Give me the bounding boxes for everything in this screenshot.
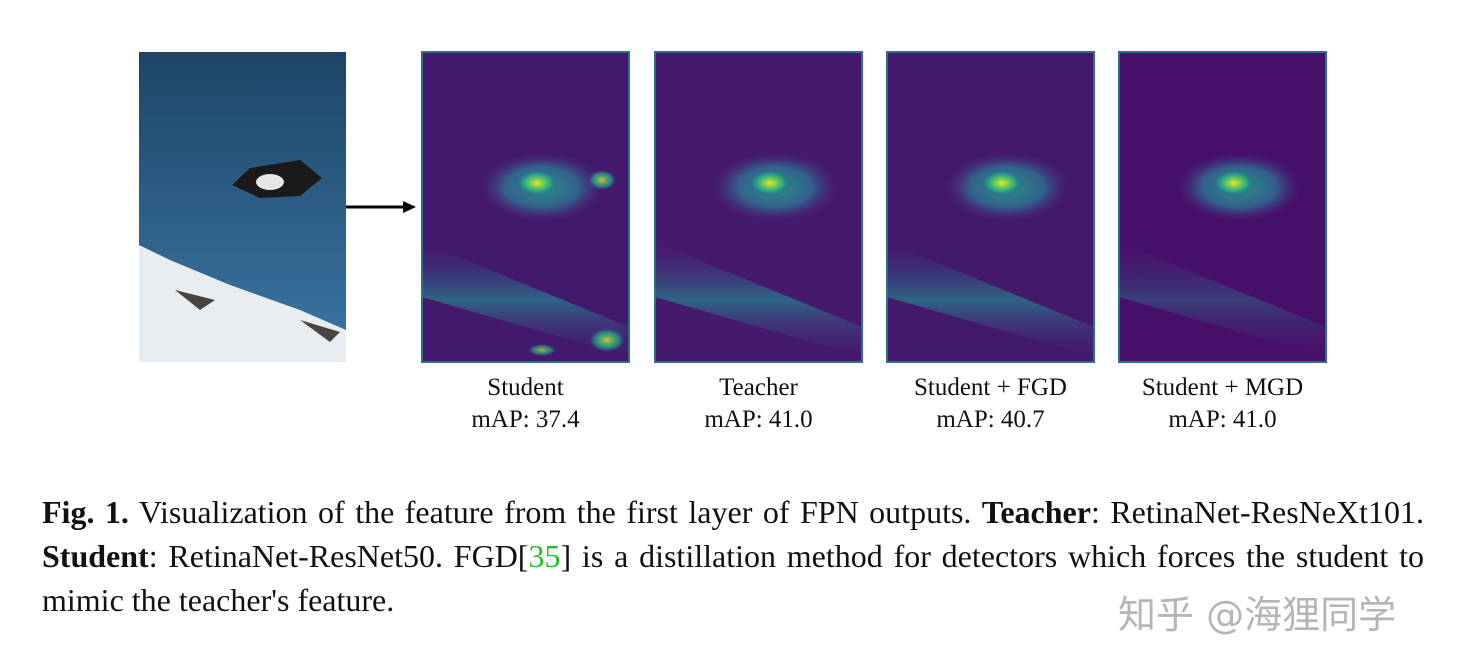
heatmap-band	[887, 242, 1094, 357]
panel-label: Student + FGD	[914, 374, 1067, 401]
heatmap-band	[1119, 242, 1326, 357]
heatmap-hot	[748, 169, 792, 197]
figure: Student mAP: 37.4 Teacher mAP: 41.0 Student …	[139, 51, 1327, 433]
heatmap	[1118, 51, 1327, 363]
panel-metric: mAP: 41.0	[704, 406, 812, 433]
panel-metric: mAP: 40.7	[936, 406, 1044, 433]
caption-text: ] is a distillation method for detectors…	[42, 538, 1425, 618]
caption-text: : RetinaNet-ResNeXt101.	[1090, 494, 1425, 530]
panel-label: Student + MGD	[1142, 374, 1303, 401]
citation-link[interactable]: 35	[528, 538, 561, 574]
caption-text: Visualization of the feature from the fi…	[128, 494, 982, 530]
input-photo	[139, 52, 346, 362]
caption-bold: Student	[42, 538, 149, 574]
watermark: 知乎 @海狸同学	[1118, 593, 1397, 637]
heatmap	[886, 51, 1095, 363]
heatmap-band	[655, 242, 862, 357]
caption: Fig. 1. Visualization of the feature fro…	[42, 490, 1424, 622]
heatmap-hot	[1212, 169, 1256, 197]
heatmap-hot	[528, 344, 556, 356]
figure-label: Fig. 1.	[42, 494, 129, 530]
heatmap-hot	[589, 328, 625, 352]
arrow	[346, 201, 416, 213]
caption-text: : RetinaNet-ResNet50. FGD[	[148, 538, 529, 574]
heatmap-band	[422, 242, 629, 357]
heatmap-hot	[515, 169, 559, 197]
panel-metric: mAP: 41.0	[1168, 406, 1276, 433]
heatmap-hot	[588, 170, 616, 190]
caption-bold: Teacher	[981, 494, 1091, 530]
panel-label: Teacher	[719, 374, 798, 401]
panel-metric: mAP: 37.4	[471, 406, 580, 433]
panel-label: Student	[487, 374, 563, 401]
heatmap	[654, 51, 863, 363]
heatmap-hot	[980, 169, 1024, 197]
heatmap	[421, 51, 630, 363]
